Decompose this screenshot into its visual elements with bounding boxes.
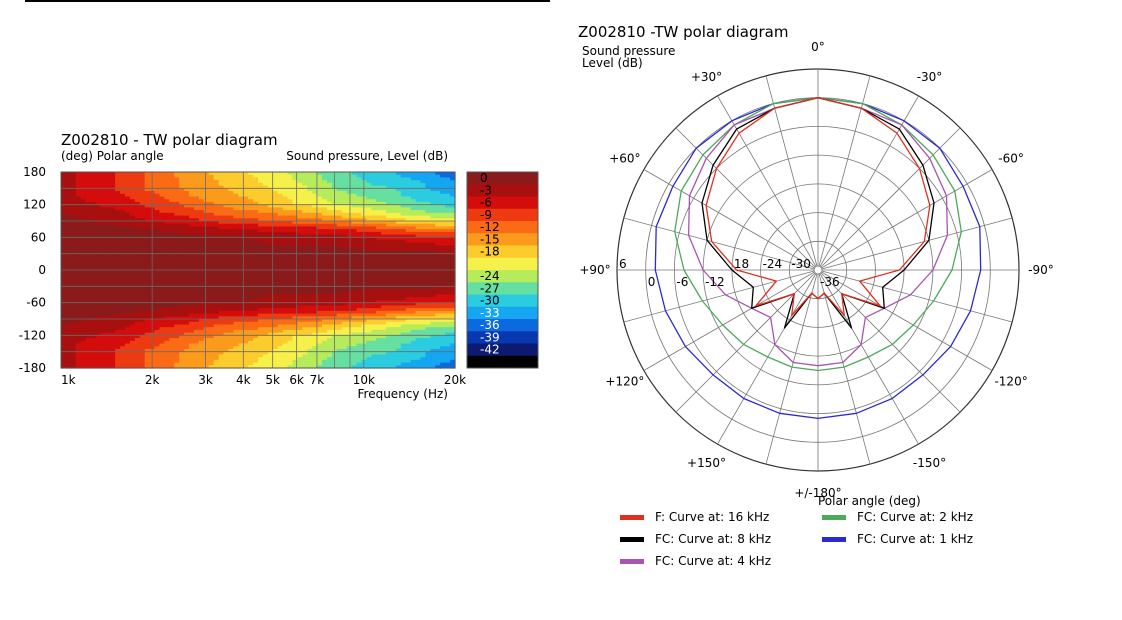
heatmap-ylabel: (deg) Polar angle xyxy=(61,149,164,163)
heatmap-chart: Z002810 - TW polar diagram (deg) Polar a… xyxy=(19,131,538,401)
heatmap-colorbar-label: Sound pressure, Level (dB) xyxy=(286,149,448,163)
heatmap-title: Z002810 - TW polar diagram xyxy=(61,131,278,149)
